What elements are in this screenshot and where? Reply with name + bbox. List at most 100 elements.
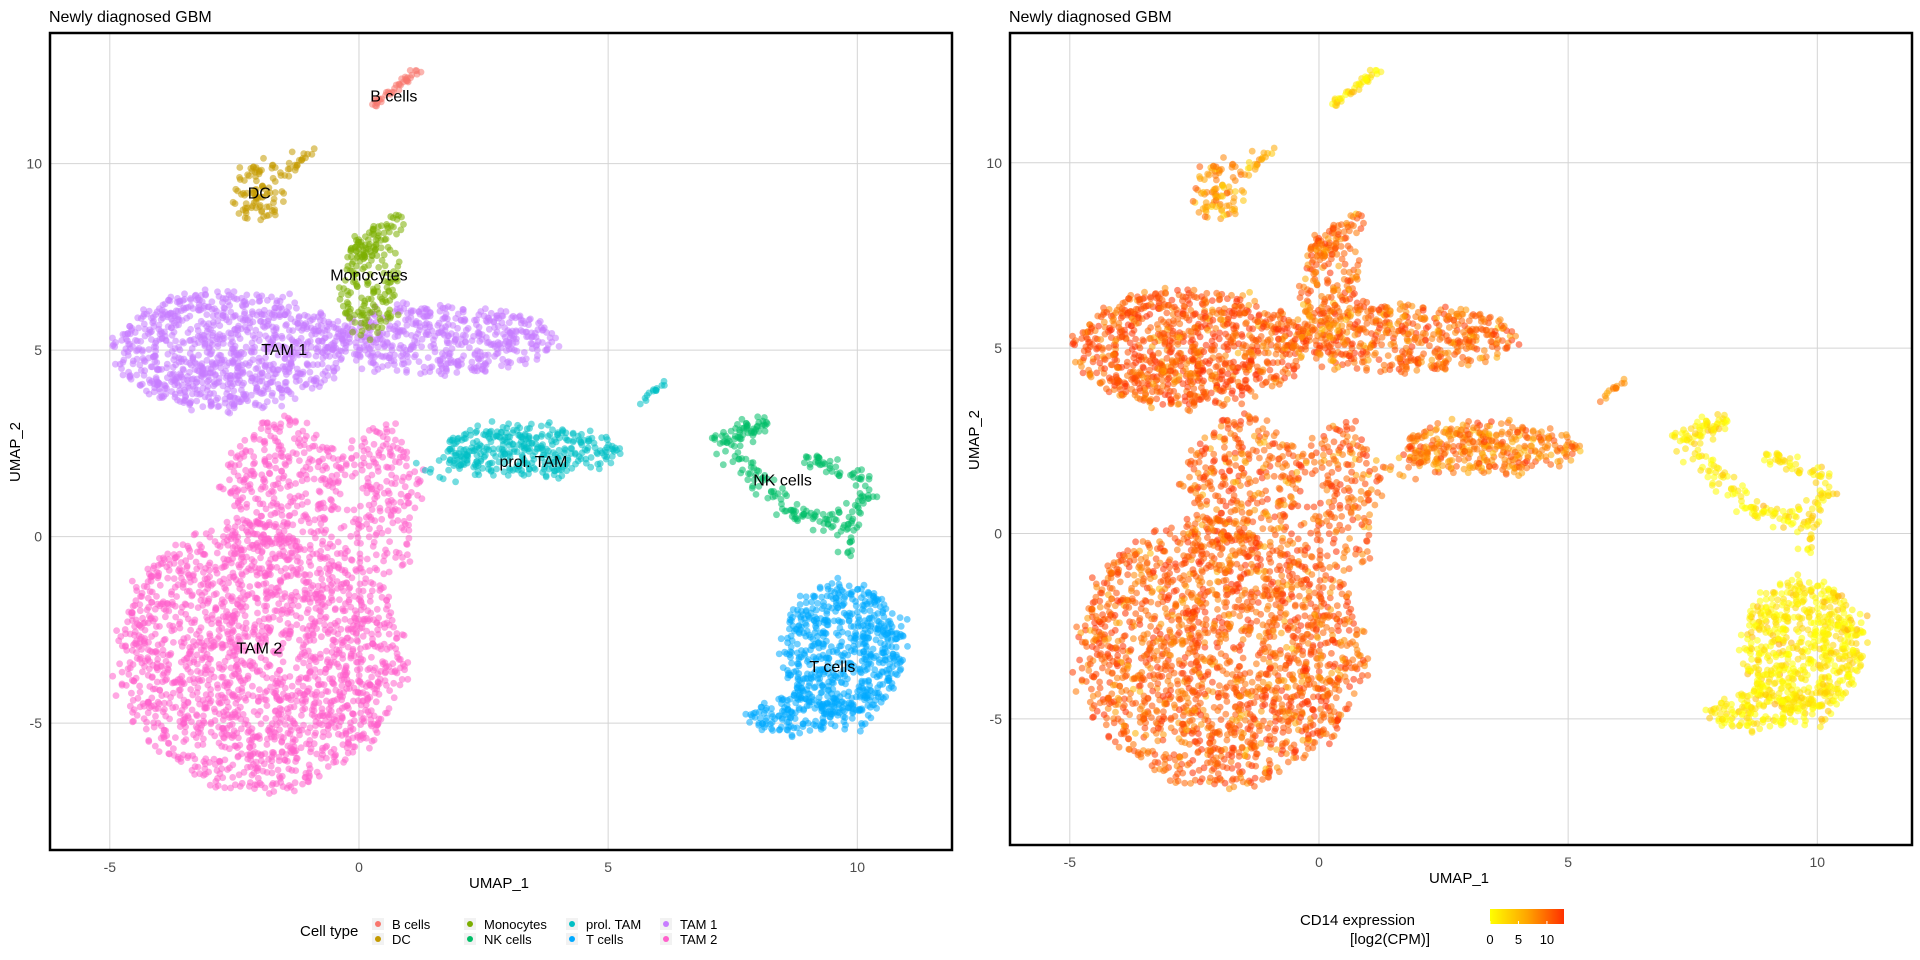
cell-point — [736, 426, 743, 434]
cell-point — [313, 374, 320, 382]
cell-point — [220, 563, 228, 571]
cell-point — [150, 353, 157, 361]
cell-point — [161, 699, 168, 707]
cell-point — [228, 720, 236, 728]
cell-point — [334, 318, 342, 325]
cell-point — [324, 364, 332, 372]
cell-point — [125, 368, 132, 376]
cell-point — [128, 676, 136, 684]
cell-point — [160, 636, 168, 644]
cell-point — [369, 635, 376, 643]
cell-point — [355, 521, 363, 529]
cell-point — [820, 459, 827, 467]
left-panel: Newly diagnosed GBM B cellsDCMonocytesNK… — [7, 9, 954, 947]
cell-point — [299, 682, 307, 690]
cell-point — [445, 459, 453, 467]
cell-point — [319, 370, 327, 378]
cell-point — [339, 671, 347, 679]
cell-point — [276, 774, 284, 782]
cell-point — [235, 561, 243, 569]
cell-point — [262, 505, 270, 513]
cell-point — [246, 481, 254, 488]
cell-point — [180, 656, 188, 664]
cell-point — [492, 331, 499, 338]
cell-point — [198, 721, 206, 729]
cell-point — [244, 633, 252, 640]
cell-point — [159, 678, 167, 686]
cell-point — [177, 569, 185, 577]
cell-point — [246, 779, 254, 786]
cell-point — [412, 459, 420, 467]
cell-point — [334, 456, 342, 464]
cell-point — [317, 526, 325, 534]
cell-point — [555, 474, 562, 482]
cell-point — [189, 390, 196, 398]
cell-point — [154, 641, 162, 649]
cell-point — [272, 520, 279, 528]
cell-point — [379, 433, 387, 440]
cell-point — [418, 335, 426, 343]
cell-point — [309, 631, 317, 639]
cell-point — [404, 358, 412, 366]
cell-point — [232, 349, 240, 357]
cell-point — [187, 626, 195, 634]
cell-point — [281, 684, 289, 692]
cell-point — [278, 305, 286, 313]
cell-point — [309, 582, 317, 589]
cell-point — [153, 678, 161, 686]
cell-point — [382, 546, 389, 554]
cell-point — [584, 444, 592, 452]
cell-point — [319, 541, 326, 548]
cell-point — [151, 630, 159, 638]
cell-point — [334, 660, 341, 668]
cell-point — [265, 490, 273, 498]
cell-point — [352, 515, 359, 523]
cell-point — [262, 580, 270, 587]
cell-point — [431, 348, 439, 356]
cell-point — [282, 378, 290, 386]
cell-point — [261, 750, 269, 758]
cell-point — [403, 366, 410, 374]
cell-point — [324, 628, 332, 636]
cell-point — [351, 461, 358, 469]
cell-point — [158, 306, 166, 314]
cell-point — [289, 601, 296, 609]
cell-point — [388, 471, 395, 479]
cell-point — [316, 457, 323, 465]
cell-point — [855, 504, 862, 512]
cell-point — [315, 772, 323, 780]
cell-point — [165, 296, 173, 304]
cell-point — [234, 645, 241, 653]
cell-point — [168, 598, 176, 606]
cell-point — [402, 76, 410, 84]
cell-point — [177, 559, 185, 566]
cell-point — [411, 504, 419, 512]
cell-point — [359, 689, 367, 696]
cell-point — [139, 348, 146, 355]
cell-point — [413, 67, 420, 75]
cell-point — [284, 165, 292, 173]
cell-point — [262, 715, 270, 722]
cell-point — [344, 702, 351, 709]
cell-point — [735, 455, 742, 463]
cell-point — [154, 656, 162, 663]
cell-point — [300, 441, 308, 449]
cell-point — [285, 694, 292, 702]
cell-point — [199, 379, 206, 386]
cell-point — [187, 398, 195, 405]
cell-point — [148, 363, 156, 371]
cell-point — [341, 569, 349, 577]
cell-point — [276, 540, 283, 548]
cell-point — [136, 703, 144, 711]
cell-point — [174, 753, 182, 761]
cell-point — [856, 490, 864, 497]
cell-point — [370, 440, 378, 448]
cell-point — [527, 340, 535, 347]
cell-point — [384, 361, 392, 369]
cell-point — [297, 559, 304, 566]
cell-point — [130, 717, 137, 725]
cell-point — [348, 473, 356, 480]
cell-point — [176, 618, 184, 626]
cell-point — [713, 450, 720, 458]
cell-point — [379, 298, 387, 306]
